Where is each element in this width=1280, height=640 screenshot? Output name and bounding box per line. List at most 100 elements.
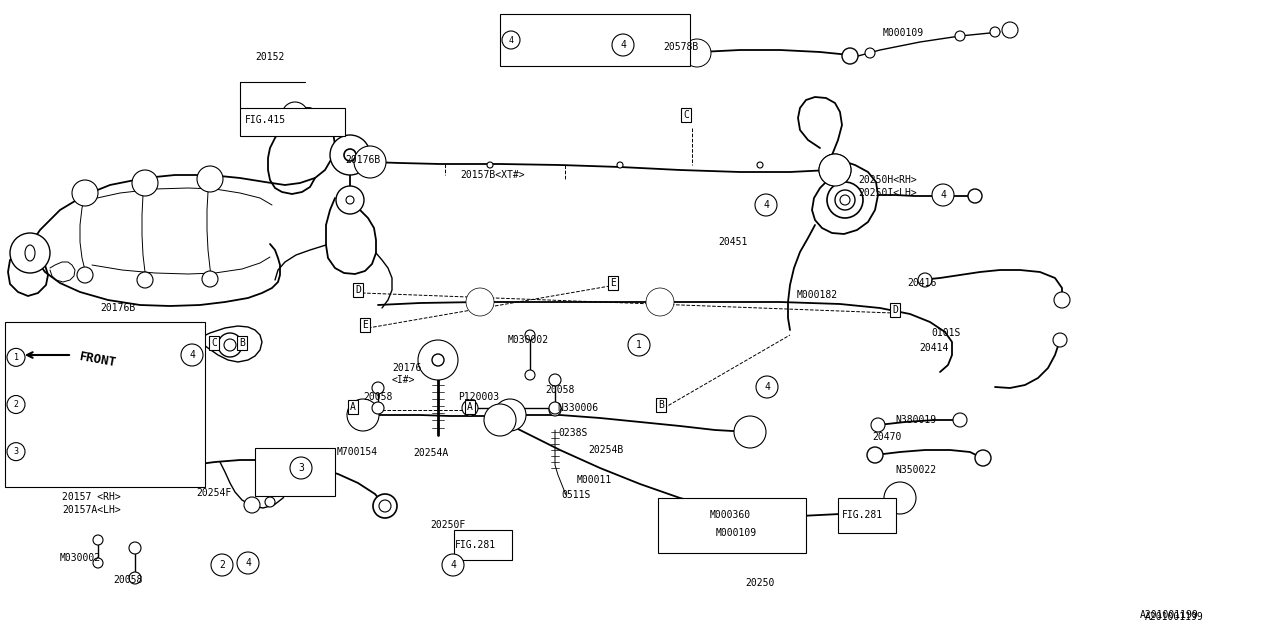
Circle shape xyxy=(884,482,916,514)
Circle shape xyxy=(132,170,157,196)
Text: 4: 4 xyxy=(764,382,771,392)
Circle shape xyxy=(197,166,223,192)
Text: 20157 <RH>: 20157 <RH> xyxy=(61,492,120,502)
Bar xyxy=(658,498,806,553)
Circle shape xyxy=(204,172,218,186)
Circle shape xyxy=(827,182,863,218)
Text: M000453: M000453 xyxy=(29,424,64,433)
Circle shape xyxy=(244,497,260,513)
Bar xyxy=(454,530,512,560)
Text: 20470: 20470 xyxy=(872,432,901,442)
Text: 4: 4 xyxy=(244,558,251,568)
Text: M030002: M030002 xyxy=(508,335,549,345)
Bar xyxy=(255,448,335,496)
Text: 20254B: 20254B xyxy=(588,445,623,455)
Bar xyxy=(5,322,205,487)
Circle shape xyxy=(342,192,358,208)
Circle shape xyxy=(617,162,623,168)
Text: 20176B: 20176B xyxy=(346,155,380,165)
Text: <     -1607>: < -1607> xyxy=(96,447,155,456)
Circle shape xyxy=(6,396,26,413)
Circle shape xyxy=(1002,22,1018,38)
Circle shape xyxy=(684,39,710,67)
Text: FIG.281: FIG.281 xyxy=(842,510,883,520)
Text: 3: 3 xyxy=(298,463,303,473)
Circle shape xyxy=(346,196,355,204)
Circle shape xyxy=(338,143,362,167)
Circle shape xyxy=(77,267,93,283)
Circle shape xyxy=(129,572,141,584)
Circle shape xyxy=(360,152,380,172)
Circle shape xyxy=(646,288,675,316)
Text: A: A xyxy=(467,402,472,412)
Text: 20058: 20058 xyxy=(364,392,393,402)
Text: A: A xyxy=(349,402,356,412)
Text: C: C xyxy=(684,110,689,120)
Circle shape xyxy=(612,34,634,56)
Circle shape xyxy=(372,494,397,518)
Text: 20254F: 20254F xyxy=(196,488,232,498)
Circle shape xyxy=(968,189,982,203)
Text: M000360: M000360 xyxy=(710,510,751,520)
Circle shape xyxy=(500,405,520,425)
Circle shape xyxy=(419,340,458,380)
Text: FIG.281: FIG.281 xyxy=(840,511,876,520)
Text: 20250H<RH>: 20250H<RH> xyxy=(858,175,916,185)
Text: N350032: N350032 xyxy=(525,22,561,31)
Bar xyxy=(838,498,896,533)
Text: FIG.281: FIG.281 xyxy=(454,540,497,550)
Text: <     -1607>: < -1607> xyxy=(96,400,155,409)
Circle shape xyxy=(372,382,384,394)
Circle shape xyxy=(344,149,356,161)
Circle shape xyxy=(211,554,233,576)
Circle shape xyxy=(282,102,308,128)
Circle shape xyxy=(955,31,965,41)
Circle shape xyxy=(918,273,932,287)
Text: <     -1311>: < -1311> xyxy=(96,330,155,339)
Text: M000395: M000395 xyxy=(29,447,64,456)
Circle shape xyxy=(756,162,763,168)
Text: 0238S: 0238S xyxy=(558,428,588,438)
Text: 4: 4 xyxy=(508,35,513,45)
Circle shape xyxy=(842,48,858,64)
Text: N330006: N330006 xyxy=(557,403,598,413)
Text: 20176
<I#>: 20176 <I#> xyxy=(392,363,421,385)
Circle shape xyxy=(652,294,668,310)
Bar xyxy=(241,108,346,136)
Circle shape xyxy=(890,488,910,508)
Text: P120003: P120003 xyxy=(458,392,499,402)
Circle shape xyxy=(180,344,204,366)
Text: A201001199: A201001199 xyxy=(1146,612,1203,622)
Circle shape xyxy=(954,413,966,427)
Text: 1: 1 xyxy=(636,340,643,350)
Circle shape xyxy=(486,162,493,168)
Circle shape xyxy=(835,190,855,210)
Text: M000182: M000182 xyxy=(797,290,838,300)
Circle shape xyxy=(740,422,760,442)
Circle shape xyxy=(10,233,50,273)
Circle shape xyxy=(18,241,42,265)
Circle shape xyxy=(442,554,465,576)
Text: 20058: 20058 xyxy=(113,575,142,585)
Text: 4: 4 xyxy=(940,190,946,200)
Text: 4: 4 xyxy=(763,200,769,210)
Circle shape xyxy=(237,552,259,574)
Text: <1607-    >: <1607- > xyxy=(96,470,150,480)
Circle shape xyxy=(1053,292,1070,308)
Circle shape xyxy=(291,457,312,479)
Circle shape xyxy=(138,176,152,190)
Text: M700154: M700154 xyxy=(337,447,378,457)
Circle shape xyxy=(137,272,154,288)
Circle shape xyxy=(218,333,242,357)
Text: N380016: N380016 xyxy=(29,353,64,362)
Text: 20416: 20416 xyxy=(908,278,937,288)
Text: C: C xyxy=(211,338,216,348)
Text: 4: 4 xyxy=(451,560,456,570)
Circle shape xyxy=(932,184,954,206)
Text: B: B xyxy=(239,338,244,348)
Circle shape xyxy=(549,402,561,414)
Circle shape xyxy=(424,346,452,374)
Text: M000360: M000360 xyxy=(662,504,698,513)
Circle shape xyxy=(689,45,705,61)
Circle shape xyxy=(93,558,102,568)
